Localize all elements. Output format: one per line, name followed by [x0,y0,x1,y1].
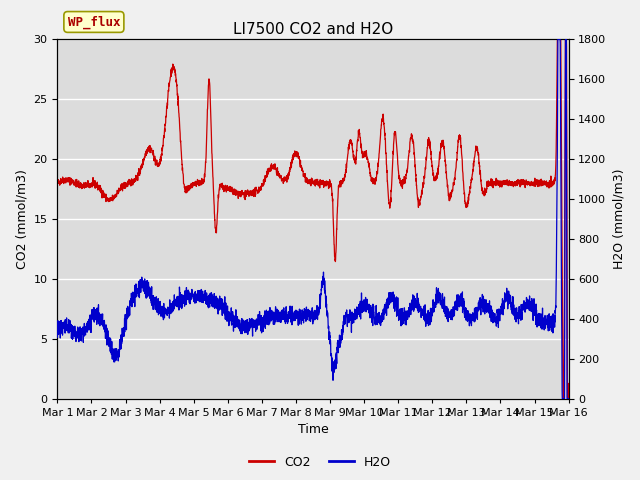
Y-axis label: H2O (mmol/m3): H2O (mmol/m3) [612,169,625,269]
Text: WP_flux: WP_flux [68,15,120,29]
Legend: CO2, H2O: CO2, H2O [244,451,396,474]
Y-axis label: CO2 (mmol/m3): CO2 (mmol/m3) [15,169,28,269]
X-axis label: Time: Time [298,423,328,436]
Title: LI7500 CO2 and H2O: LI7500 CO2 and H2O [233,22,393,37]
